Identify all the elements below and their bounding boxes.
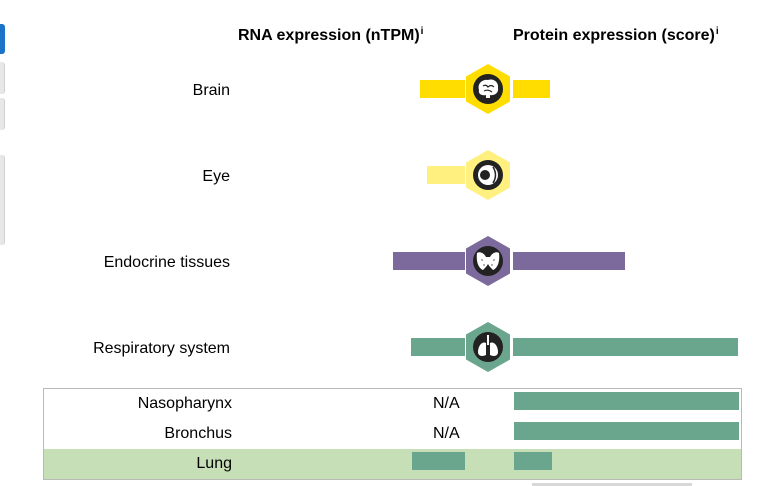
subtissue-row-lung[interactable]: Lung [44, 449, 741, 479]
side-tab-4[interactable] [0, 155, 5, 245]
side-tab-3[interactable] [0, 98, 5, 130]
subtissue-row-nasopharynx[interactable]: Nasopharynx N/A [44, 389, 741, 419]
rna-expression-header: RNA expression (nTPM)i [238, 26, 424, 44]
subtissue-label: Lung [196, 455, 232, 472]
scroll-indicator [532, 483, 692, 486]
endocrine-protein-bar[interactable] [513, 252, 625, 270]
respiratory-protein-bar[interactable] [513, 338, 738, 356]
side-tab-2[interactable] [0, 62, 5, 94]
brain-protein-bar[interactable] [513, 80, 550, 98]
thyroid-icon [476, 252, 500, 270]
protein-info-icon[interactable]: i [715, 26, 719, 37]
eye-hexagon[interactable] [465, 149, 511, 201]
eye-icon [478, 165, 498, 185]
tissue-label-endocrine[interactable]: Endocrine tissues [103, 254, 230, 271]
subtissue-row-bronchus[interactable]: Bronchus N/A [44, 419, 741, 449]
subtissue-label: Nasopharynx [137, 395, 232, 412]
tissue-label-respiratory[interactable]: Respiratory system [93, 340, 230, 357]
brain-icon [478, 79, 499, 98]
subtissue-label: Bronchus [164, 425, 232, 442]
nasopharynx-protein-bar[interactable] [514, 392, 739, 410]
respiratory-rna-bar[interactable] [411, 338, 465, 356]
endocrine-rna-bar[interactable] [393, 252, 465, 270]
lungs-icon [478, 335, 498, 356]
brain-rna-bar[interactable] [420, 80, 465, 98]
respiratory-hexagon[interactable] [465, 321, 511, 373]
eye-rna-bar[interactable] [427, 166, 465, 184]
bronchus-protein-bar[interactable] [514, 422, 739, 440]
lung-protein-bar[interactable] [514, 452, 552, 470]
respiratory-subtissue-table: Nasopharynx N/A Bronchus N/A Lung [43, 388, 742, 480]
tissue-label-eye[interactable]: Eye [202, 168, 230, 185]
tissue-label-brain[interactable]: Brain [192, 82, 230, 99]
brain-hexagon[interactable] [465, 63, 511, 115]
rna-info-icon[interactable]: i [420, 26, 424, 37]
subtissue-rna-value: N/A [433, 425, 460, 442]
endocrine-hexagon[interactable] [465, 235, 511, 287]
subtissue-rna-value: N/A [433, 395, 460, 412]
lung-rna-bar[interactable] [412, 452, 465, 470]
protein-expression-header: Protein expression (score)i [513, 26, 719, 44]
side-tab-active[interactable] [0, 24, 5, 54]
